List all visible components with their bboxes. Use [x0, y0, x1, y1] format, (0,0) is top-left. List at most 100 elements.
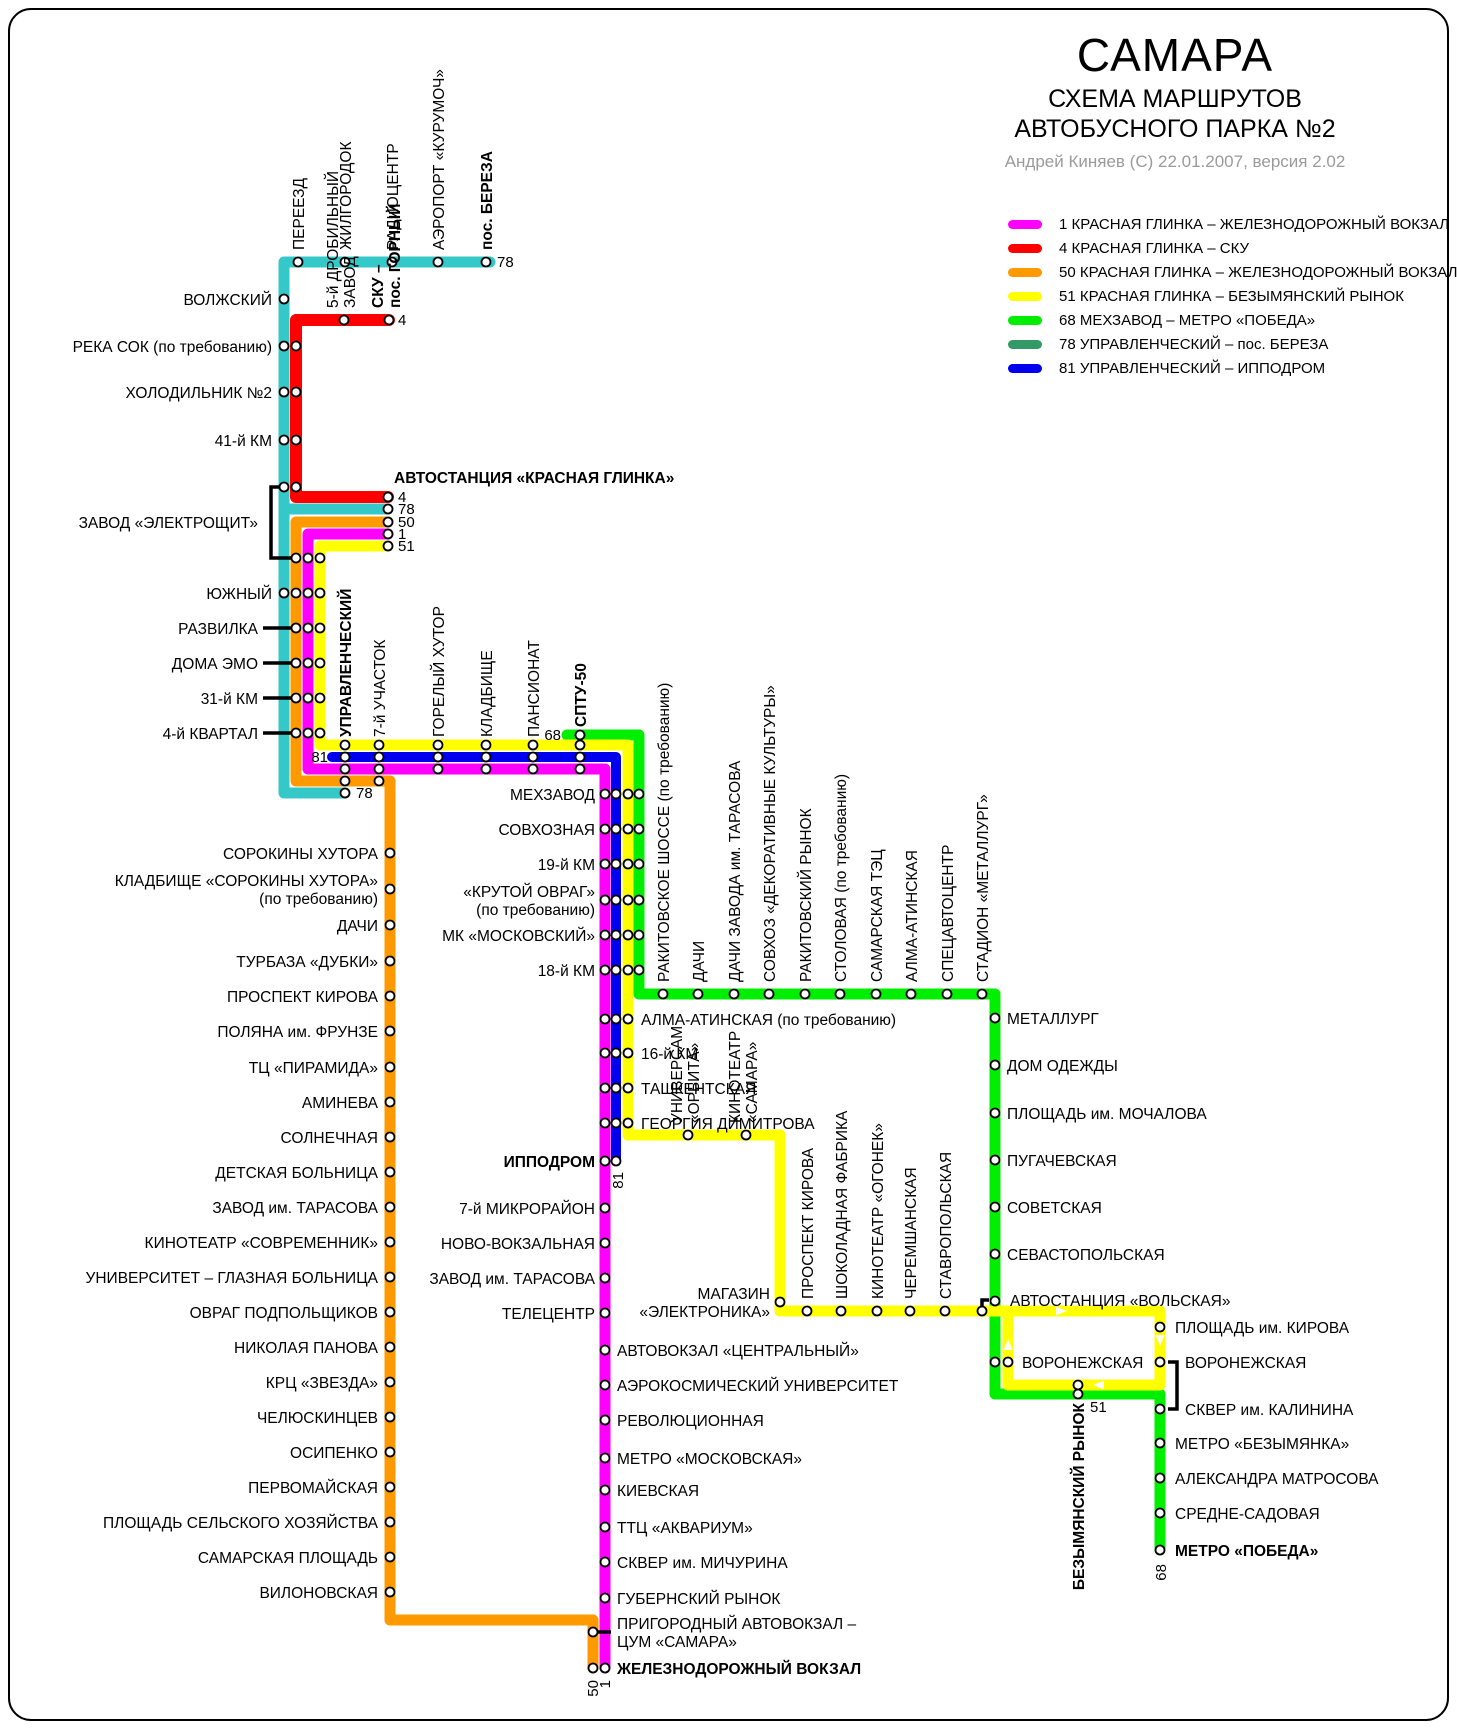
legend-item-route-81: 81 УПРАВЛЕНЧЕСКИЙ – ИППОДРОМ — [1008, 356, 1457, 380]
stop-dot — [989, 1107, 1001, 1119]
stop-label: РАДИОЦЕНТР — [385, 143, 402, 250]
route-51-swatch — [1008, 291, 1042, 301]
stop-name-text: АВТОСТАНЦИЯ «КРАСНАЯ ГЛИНКА» — [394, 470, 674, 487]
route-81-line — [327, 752, 621, 1166]
stop-name-text: ДЕТСКАЯ БОЛЬНИЦА — [215, 1165, 378, 1182]
stop-label: СКВЕР им. КАЛИНИНА — [1185, 1402, 1354, 1419]
stop-dot — [574, 739, 586, 751]
stop-dot — [989, 1201, 1001, 1213]
stop-name-text: КЛАДБИЩЕ — [479, 650, 496, 737]
route-81-swatch — [1008, 363, 1042, 373]
stop-label: КЛАДБИЩЕ «СОРОКИНЫ ХУТОРА»(по требованию… — [115, 873, 378, 908]
route-50-swatch — [1008, 267, 1042, 277]
stop-dot — [290, 692, 302, 704]
stop-name-text: МЕТРО «ПОБЕДА» — [1175, 1543, 1318, 1560]
route-number-text: 78 — [497, 254, 514, 271]
stop-dot — [682, 1129, 694, 1141]
stop-label: ПЛОЩАДЬ СЕЛЬСКОГО ХОЗЯЙСТВА — [103, 1514, 379, 1532]
stop-name-text: ПАНСИОНАТ — [526, 640, 543, 737]
stop-label: АВТОСТАНЦИЯ «ВОЛЬСКАЯ» — [1010, 1293, 1230, 1310]
stop-label: 18-й КМ — [538, 963, 595, 980]
stop-label: ИППОДРОМ — [504, 1154, 595, 1171]
stop-label: ДОМ ОДЕЖДЫ — [1007, 1058, 1118, 1075]
stop-name-text: ПРОСПЕКТ КИРОВА — [800, 1147, 817, 1299]
stop-name-text: ЗАВОД им. ТАРАСОВА — [212, 1200, 378, 1217]
stop-name-text: КРЦ «ЗВЕЗДА» — [266, 1375, 378, 1392]
stop-dot — [574, 751, 586, 763]
route-1-line — [302, 528, 611, 1674]
stop-name-text: МЕТРО «МОСКОВСКАЯ» — [617, 1451, 802, 1468]
stop-dot — [989, 1356, 1001, 1368]
stop-label: СОВЕТСКАЯ — [1007, 1200, 1102, 1217]
stop-name-text: 16-й КМ — [641, 1046, 698, 1063]
stop-name-text: 4-й КВАРТАЛ — [163, 726, 258, 743]
stop-name-text: ЮЖНЫЙ — [206, 585, 272, 603]
stop-name-text: ПЛОЩАДЬ им. КИРОВА — [1175, 1320, 1350, 1337]
stop-dot — [587, 1662, 599, 1674]
stop-dot — [384, 1236, 396, 1248]
stop-name-text: «КРУТОЙ ОВРАГ» — [463, 883, 595, 901]
stop-name-text: 7-й МИКРОРАЙОН — [459, 1200, 595, 1218]
stop-dot — [302, 587, 314, 599]
stop-dot — [599, 1452, 611, 1464]
stop-label: МК «МОСКОВСКИЙ» — [442, 927, 595, 945]
stop-name-text: ТТЦ «АКВАРИУМ» — [617, 1520, 753, 1537]
stop-label: НИКОЛАЯ ПАНОВА — [234, 1340, 379, 1357]
stop-dot — [527, 751, 539, 763]
stop-dot — [610, 894, 622, 906]
stop-dot — [587, 1626, 599, 1638]
legend-label: 68 МЕХЗАВОД – МЕТРО «ПОБЕДА» — [1059, 311, 1316, 329]
stop-dot — [610, 823, 622, 835]
stop-dot — [834, 988, 846, 1000]
stop-label: СКУ – пос. ГОРНЫЙ — [370, 204, 404, 308]
route-number-tag: 1 — [597, 1680, 614, 1688]
stop-label: 16-й КМ — [641, 1046, 698, 1063]
stop-label: СОВХОЗНАЯ — [498, 822, 595, 839]
stop-label: «КРУТОЙ ОВРАГ»(по требованию) — [463, 883, 595, 919]
stop-dot — [1154, 1321, 1166, 1333]
stop-name-text: АВТОСТАНЦИЯ «ВОЛЬСКАЯ» — [1010, 1293, 1230, 1310]
stop-name-text: ПРИГОРОДНЫЙ АВТОВОКЗАЛ – — [617, 1615, 856, 1633]
route-number-tag: 50 — [398, 514, 415, 531]
stop-label: ТЕЛЕЦЕНТР — [502, 1306, 595, 1323]
stop-name-text: ОСИПЕНКО — [290, 1445, 378, 1462]
legend-label: 4 КРАСНАЯ ГЛИНКА – СКУ — [1059, 239, 1250, 257]
stop-name-text: 31-й КМ — [201, 691, 258, 708]
stop-dot — [290, 587, 302, 599]
route-number-tag: 4 — [398, 312, 406, 329]
stop-dot — [339, 739, 351, 751]
stop-dot — [1154, 1356, 1166, 1368]
stop-dot — [599, 1414, 611, 1426]
stop-name-text: АЭРОПОРТ «КУРУМОЧ» — [431, 69, 448, 250]
route-number-text: 1 — [597, 1680, 614, 1688]
stop-name-text: САМАРСКАЯ ПЛОЩАДЬ — [198, 1550, 378, 1567]
stop-dot — [989, 1012, 1001, 1024]
route-number-tag: 1 — [398, 526, 406, 543]
stop-name-text: РАЗВИЛКА — [178, 621, 259, 638]
stop-dot — [599, 1592, 611, 1604]
stop-label: ТАШКЕНТСКАЯ — [641, 1081, 756, 1098]
stop-dot — [599, 1379, 611, 1391]
legend-label: 78 УПРАВЛЕНЧЕСКИЙ – пос. БЕРЕЗА — [1059, 335, 1329, 353]
stop-name-text: КЛАДБИЩЕ «СОРОКИНЫ ХУТОРА» — [115, 873, 378, 890]
stop-name-text: ТУРБАЗА «ДУБКИ» — [236, 954, 378, 971]
stop-dot — [622, 1117, 634, 1129]
stop-name-text: ВИЛОНОВСКАЯ — [259, 1585, 378, 1602]
stop-dot — [599, 1013, 611, 1025]
stop-dot — [382, 491, 394, 503]
stop-label: пос. БЕРЕЗА — [479, 151, 496, 250]
stop-label: СЕВАСТОПОЛЬСКАЯ — [1007, 1247, 1165, 1264]
stop-dot — [610, 964, 622, 976]
stop-dot — [989, 1154, 1001, 1166]
stop-label: АЭРОПОРТ «КУРУМОЧ» — [431, 69, 448, 250]
stop-dot — [339, 787, 351, 799]
stop-dot — [870, 988, 882, 1000]
stop-dot — [622, 788, 634, 800]
stop-name-text: РАКИТОВСКОЕ ШОССЕ (по требованию) — [656, 683, 673, 982]
stop-name-text: пос. ГОРНЫЙ — [386, 204, 404, 308]
stop-label: УПРАВЛЕНЧЕСКИЙ — [337, 589, 355, 737]
stop-name-text: СОЛНЕЧНАЯ — [281, 1130, 379, 1147]
stop-label: МЕТРО «МОСКОВСКАЯ» — [617, 1451, 802, 1468]
stop-label: СОВХОЗ «ДЕКОРАТИВНЫЕ КУЛЬТУРЫ» — [762, 685, 779, 982]
stop-dot — [384, 1376, 396, 1388]
